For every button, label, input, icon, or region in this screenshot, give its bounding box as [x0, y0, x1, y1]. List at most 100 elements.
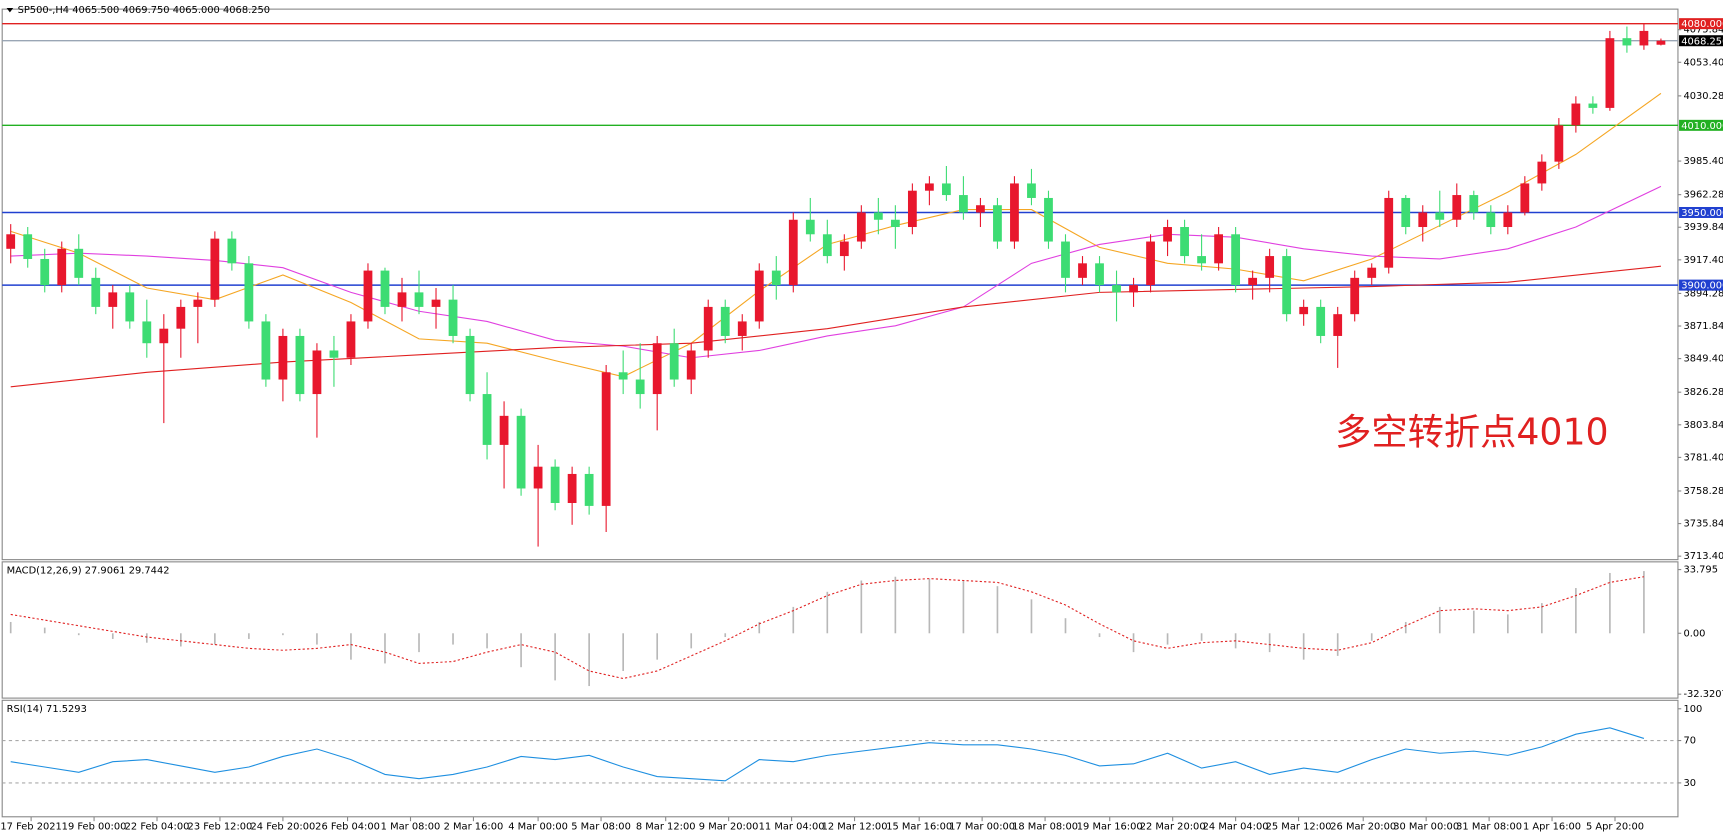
candle-body	[1197, 256, 1206, 264]
candle-body	[278, 335, 288, 380]
macd-bar	[384, 633, 386, 664]
candle-body	[720, 306, 730, 336]
candle-body	[261, 321, 271, 380]
x-tick-label: 31 Mar 08:00	[1456, 822, 1522, 833]
macd-bar	[418, 633, 420, 653]
macd-bar	[996, 586, 999, 634]
candle-body	[142, 321, 152, 344]
candle-body	[1639, 30, 1649, 46]
y-tick-label: 4053.400	[1683, 57, 1723, 68]
candle-body	[1248, 277, 1258, 286]
candle-body	[1265, 256, 1275, 278]
macd-bar	[1472, 610, 1475, 634]
candle-body	[23, 234, 33, 259]
x-tick-label: 8 Mar 12:00	[636, 822, 696, 833]
candle-body	[942, 183, 951, 196]
main-panel	[1, 8, 1679, 561]
candle-body	[227, 238, 237, 264]
level-label: 4080.000	[1681, 19, 1723, 30]
macd-bar	[180, 633, 182, 647]
macd-bar	[690, 633, 693, 649]
candle-body	[652, 343, 662, 395]
candle-body	[550, 466, 560, 504]
macd-bar	[962, 580, 965, 634]
candle-body	[1299, 306, 1309, 315]
y-tick-label: 3826.280	[1683, 387, 1723, 398]
candle-body	[397, 292, 407, 307]
candle-body	[1622, 38, 1632, 46]
candle-body	[771, 270, 781, 286]
macd-bar	[77, 633, 80, 636]
x-tick-label: 23 Feb 12:00	[188, 822, 253, 833]
level-label-box	[1679, 119, 1723, 131]
macd-title: MACD(12,26,9) 27.9061 29.7442	[7, 566, 170, 577]
rsi-line	[10, 727, 1645, 782]
macd-bar	[111, 633, 114, 639]
macd-bar	[145, 633, 148, 643]
x-tick-label: 5 Apr 20:00	[1586, 822, 1644, 833]
candle-body	[74, 248, 84, 278]
y-tick-label: -32.3207	[1683, 689, 1723, 700]
macd-bar	[1643, 571, 1645, 634]
macd-bar	[1336, 633, 1339, 656]
candle-body	[1605, 38, 1615, 108]
macd-bar	[1132, 633, 1135, 653]
candle-body	[312, 350, 322, 395]
x-tick-label: 24 Feb 20:00	[251, 822, 316, 833]
candle-body	[1044, 197, 1053, 242]
candle-body	[1486, 212, 1496, 228]
candle-body	[6, 234, 16, 249]
candle-body	[584, 473, 594, 506]
x-tick-label: 12 Mar 12:00	[822, 822, 888, 833]
candle-body	[788, 219, 798, 286]
candle-body	[1180, 227, 1189, 257]
macd-bar	[520, 633, 522, 668]
x-tick-label: 5 Mar 08:00	[571, 822, 631, 833]
x-tick-label: 22 Mar 20:00	[1140, 822, 1206, 833]
macd-bar	[1370, 633, 1373, 641]
candle-body	[108, 292, 118, 307]
candle-body	[295, 335, 305, 395]
level-label-box	[1679, 35, 1723, 47]
macd-bar	[1268, 633, 1271, 653]
macd-bar	[43, 627, 46, 634]
macd-bar	[1506, 614, 1509, 634]
candle-body	[448, 299, 458, 336]
macd-bar	[792, 606, 795, 634]
level-label: 3900.000	[1681, 281, 1723, 292]
candle-body	[210, 238, 220, 300]
candle-body	[91, 277, 101, 307]
candle-body	[1384, 197, 1394, 268]
x-tick-label: 1 Apr 16:00	[1523, 822, 1581, 833]
x-tick-label: 17 Mar 00:00	[949, 822, 1015, 833]
candle-body	[839, 241, 849, 257]
macd-bar	[9, 621, 12, 634]
annotation: 多空转折点4010	[1335, 410, 1609, 453]
candle-body	[1061, 241, 1070, 278]
candle-body	[1503, 212, 1513, 228]
x-tick-label: 18 Mar 08:00	[1012, 822, 1078, 833]
candle-body	[890, 219, 900, 228]
candle-body	[635, 379, 645, 395]
x-tick-label: 26 Mar 20:00	[1330, 822, 1396, 833]
candle-body	[1554, 125, 1564, 162]
y-tick-label: 3758.280	[1683, 486, 1723, 497]
candle-body	[567, 473, 577, 504]
y-tick-label: 4075.840	[1683, 25, 1723, 36]
y-tick-label: 4030.280	[1683, 91, 1723, 102]
y-tick-label: 3849.400	[1683, 354, 1723, 365]
level-label-box	[1679, 279, 1723, 291]
candle-body	[1452, 195, 1462, 220]
candle-body	[1129, 285, 1138, 293]
macd-bar	[486, 633, 488, 649]
macd-bar	[1098, 633, 1101, 638]
candle-body	[533, 466, 543, 489]
candle-body	[1231, 234, 1241, 286]
x-tick-label: 1 Mar 08:00	[381, 822, 441, 833]
candle-body	[159, 328, 169, 344]
macd-bar	[656, 633, 659, 660]
macd-bar	[860, 580, 863, 634]
candle-body	[380, 270, 390, 307]
candle-body	[601, 372, 611, 506]
candle-body	[1316, 306, 1326, 336]
